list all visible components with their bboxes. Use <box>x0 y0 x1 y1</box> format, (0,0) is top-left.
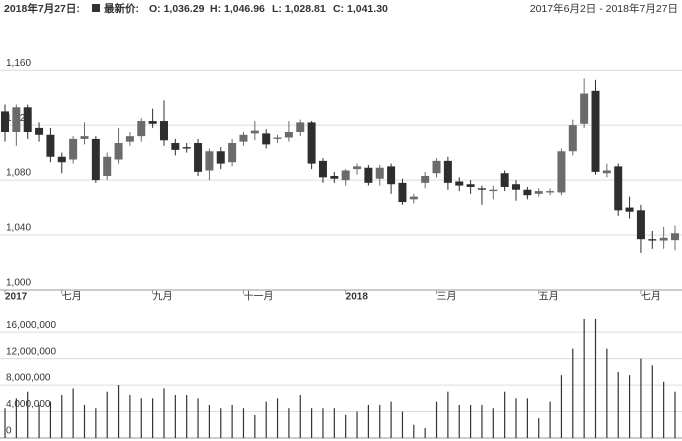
candle-body <box>137 121 146 137</box>
candle-body <box>534 191 543 194</box>
candle-body <box>330 175 339 179</box>
candle-body <box>636 210 645 240</box>
candle-body <box>205 151 214 171</box>
x-tick-label: 2017 <box>5 292 28 303</box>
candle-body <box>239 134 248 142</box>
candle-body <box>568 125 577 152</box>
candle-body <box>35 127 44 135</box>
x-tick-label: 2018 <box>346 292 369 303</box>
header-high: H: 1,046.96 <box>210 3 265 15</box>
candle-body <box>466 184 475 187</box>
candle-body <box>671 233 679 241</box>
candle-body <box>103 156 112 176</box>
candle-body <box>296 122 305 133</box>
candle-body <box>409 196 418 200</box>
candle-body <box>580 93 589 124</box>
candle-body <box>182 147 191 149</box>
header-close: C: 1,041.30 <box>333 3 388 15</box>
candle-body <box>80 136 89 139</box>
x-tick-label: 七月 <box>62 291 82 303</box>
candle-body <box>602 170 611 174</box>
candle-body <box>557 151 566 193</box>
header-date: 2018年7月27日: <box>4 2 80 15</box>
y-tick-label: 1,000 <box>6 278 31 289</box>
candle-body <box>307 122 316 164</box>
x-tick-label: 七月 <box>641 291 661 303</box>
y-tick-label: 4,000,000 <box>6 399 51 410</box>
candle-body <box>125 136 134 142</box>
candle-body <box>625 207 634 212</box>
candle-body <box>171 143 180 150</box>
header-low: L: 1,028.81 <box>272 3 326 15</box>
candle-body <box>23 107 32 133</box>
candle-body <box>216 151 225 164</box>
y-tick-label: 0 <box>6 426 12 437</box>
candle-body <box>648 239 657 241</box>
y-tick-label: 1,040 <box>6 223 31 234</box>
y-tick-label: 12,000,000 <box>6 346 56 357</box>
candle-body <box>273 137 282 139</box>
candle-body <box>432 160 441 174</box>
candle-body <box>398 182 407 203</box>
candle-body <box>228 143 237 163</box>
candle-body <box>12 107 21 133</box>
candle-body <box>387 166 396 185</box>
candle-body <box>353 166 362 170</box>
header-series: 最新价: <box>104 2 139 15</box>
candle-body <box>591 90 600 172</box>
candle-body <box>318 160 327 178</box>
candle-body <box>659 237 668 241</box>
candle-body <box>57 156 66 163</box>
candle-body <box>284 132 293 138</box>
candle-body <box>250 130 259 134</box>
candle-body <box>546 191 555 193</box>
candle-body <box>512 184 521 190</box>
y-tick-label: 1,080 <box>6 168 31 179</box>
y-tick-label: 1,160 <box>6 58 31 69</box>
candle-body <box>1 111 9 133</box>
x-tick-label: 三月 <box>437 291 457 303</box>
legend-swatch <box>92 4 100 12</box>
candle-body <box>194 143 203 172</box>
candle-body <box>262 133 271 145</box>
candle-body <box>443 160 452 183</box>
candle-body <box>364 167 373 183</box>
x-tick-label: 十一月 <box>243 290 273 303</box>
candle-body <box>375 167 384 179</box>
x-tick-label: 九月 <box>153 291 173 303</box>
candle-body <box>455 181 464 186</box>
header-range: 2017年6月2日 - 2018年7月27日 <box>530 2 678 15</box>
candle-body <box>489 189 498 192</box>
header-open: O: 1,036.29 <box>149 3 205 15</box>
candle-body <box>523 189 532 196</box>
candle-body <box>341 170 350 181</box>
candle-body <box>614 166 623 211</box>
y-tick-label: 8,000,000 <box>6 373 51 384</box>
candle-body <box>500 173 509 187</box>
candle-body <box>159 121 168 141</box>
x-tick-label: 五月 <box>539 291 559 303</box>
candle-body <box>69 138 78 160</box>
candle-body <box>46 134 55 157</box>
candle-body <box>91 138 100 181</box>
candle-body <box>114 143 123 160</box>
candle-body <box>148 121 157 124</box>
y-tick-label: 16,000,000 <box>6 320 56 331</box>
candle-body <box>421 175 430 183</box>
candle-body <box>477 188 486 190</box>
